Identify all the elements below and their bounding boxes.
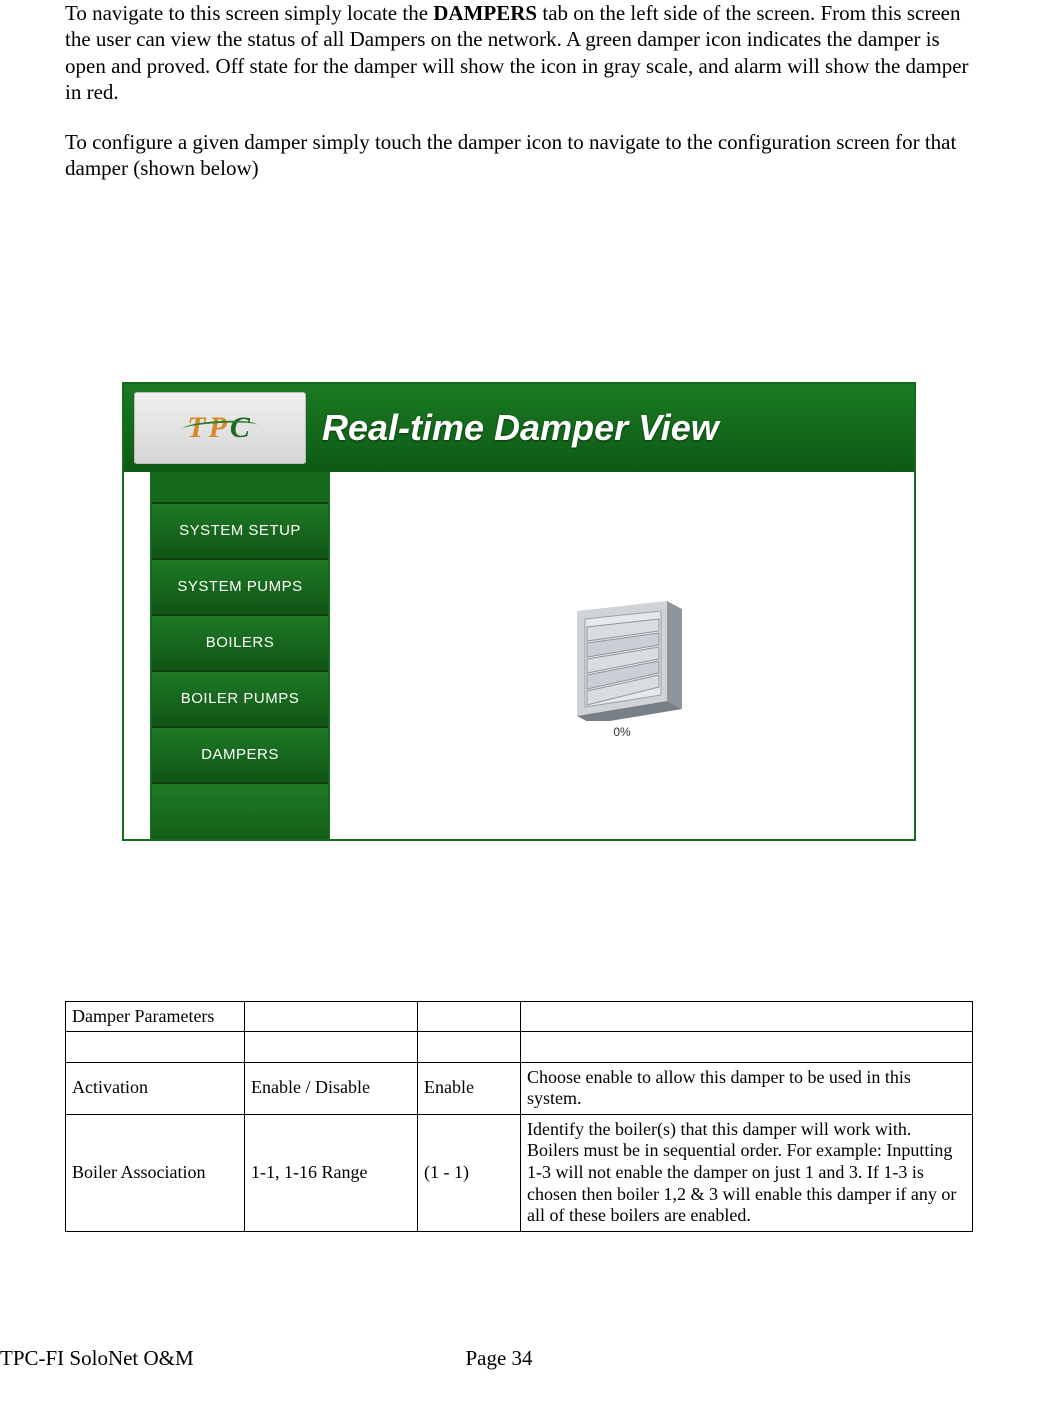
sidebar-item-boilers[interactable]: BOILERS bbox=[152, 616, 328, 672]
sidebar-top-gap bbox=[152, 472, 328, 504]
sidebar-label: DAMPERS bbox=[201, 746, 279, 763]
table-cell bbox=[521, 1032, 973, 1063]
intro-paragraph-1: To navigate to this screen simply locate… bbox=[65, 0, 973, 105]
app-header: TPC Real-time Damper View bbox=[124, 384, 914, 472]
intro-paragraph-2: To configure a given damper simply touch… bbox=[65, 129, 973, 182]
table-cell bbox=[418, 1001, 521, 1032]
sidebar-item-dampers[interactable]: DAMPERS bbox=[152, 728, 328, 784]
table-header-cell: Damper Parameters bbox=[66, 1001, 245, 1032]
table-row: Activation Enable / Disable Enable Choos… bbox=[66, 1062, 973, 1114]
logo-box: TPC bbox=[134, 392, 306, 464]
table-empty-row bbox=[66, 1032, 973, 1063]
table-cell bbox=[418, 1032, 521, 1063]
footer-page-number: Page 34 bbox=[0, 1346, 998, 1371]
main-panel: 0% bbox=[328, 472, 914, 839]
intro-p1-pre: To navigate to this screen simply locate… bbox=[65, 1, 433, 25]
app-header-title: Real-time Damper View bbox=[322, 407, 904, 449]
table-header-row: Damper Parameters bbox=[66, 1001, 973, 1032]
table-cell: Choose enable to allow this damper to be… bbox=[521, 1062, 973, 1114]
sidebar-item-system-pumps[interactable]: SYSTEM PUMPS bbox=[152, 560, 328, 616]
sidebar-label: BOILER PUMPS bbox=[181, 690, 300, 707]
sidebar: SYSTEM SETUP SYSTEM PUMPS BOILERS BOILER… bbox=[152, 472, 328, 839]
table-cell bbox=[245, 1032, 418, 1063]
damper-icon bbox=[557, 601, 687, 721]
table-cell bbox=[66, 1032, 245, 1063]
table-cell bbox=[245, 1001, 418, 1032]
table-row: Boiler Association 1-1, 1-16 Range (1 - … bbox=[66, 1114, 973, 1231]
logo-text: TPC bbox=[187, 411, 253, 445]
sidebar-item-system-setup[interactable]: SYSTEM SETUP bbox=[152, 504, 328, 560]
intro-p1-bold: DAMPERS bbox=[433, 1, 537, 25]
sidebar-item-boiler-pumps[interactable]: BOILER PUMPS bbox=[152, 672, 328, 728]
table-cell: Identify the boiler(s) that this damper … bbox=[521, 1114, 973, 1231]
table-cell: (1 - 1) bbox=[418, 1114, 521, 1231]
table-cell: Enable bbox=[418, 1062, 521, 1114]
damper-percent-label: 0% bbox=[613, 725, 630, 739]
document-page: To navigate to this screen simply locate… bbox=[0, 0, 1038, 1407]
sidebar-label: SYSTEM SETUP bbox=[179, 522, 301, 539]
page-footer: Page 34 TPC-FI SoloNet O&M bbox=[0, 1346, 998, 1371]
damper-widget[interactable]: 0% bbox=[557, 601, 687, 739]
table-cell bbox=[521, 1001, 973, 1032]
app-frame: TPC Real-time Damper View SYSTEM SETUP S… bbox=[122, 382, 916, 841]
damper-parameters-table: Damper Parameters Activation Enable / Di… bbox=[65, 1001, 973, 1232]
screenshot-container: TPC Real-time Damper View SYSTEM SETUP S… bbox=[65, 382, 973, 841]
table-cell: Boiler Association bbox=[66, 1114, 245, 1231]
sidebar-label: SYSTEM PUMPS bbox=[177, 578, 302, 595]
sidebar-bottom-gap bbox=[152, 784, 328, 839]
table-cell: Enable / Disable bbox=[245, 1062, 418, 1114]
sidebar-left-strip bbox=[124, 472, 152, 839]
app-body: SYSTEM SETUP SYSTEM PUMPS BOILERS BOILER… bbox=[124, 472, 914, 839]
sidebar-label: BOILERS bbox=[206, 634, 275, 651]
table-cell: Activation bbox=[66, 1062, 245, 1114]
table-cell: 1-1, 1-16 Range bbox=[245, 1114, 418, 1231]
